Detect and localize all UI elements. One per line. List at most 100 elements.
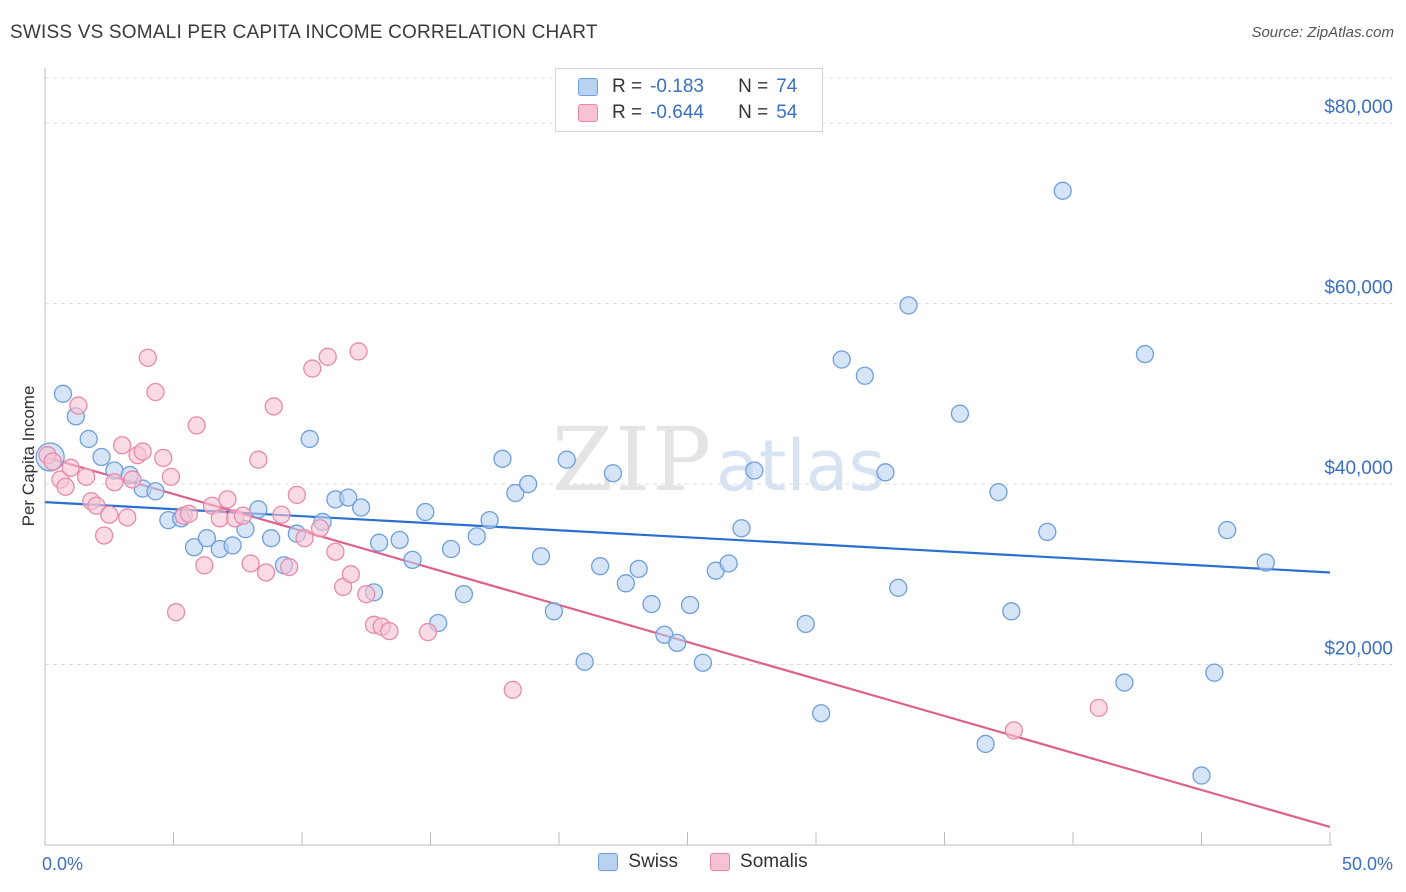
legend-n-label: N = <box>738 76 769 97</box>
swiss-point <box>79 429 98 449</box>
swiss-point <box>719 554 738 573</box>
swiss-point <box>693 653 713 672</box>
watermark-zip: ZIP <box>552 408 713 511</box>
swiss-point <box>351 498 371 517</box>
swiss-point <box>950 404 970 423</box>
correlation-legend: R = -0.183 N = 74 R = -0.644 N = 54 <box>555 68 823 132</box>
legend-swatch-somalis <box>710 853 731 871</box>
somali-point <box>195 556 214 575</box>
somali-point <box>43 452 62 471</box>
swiss-point <box>557 450 576 469</box>
legend-n-value: 74 <box>776 76 798 97</box>
swiss-point <box>1256 553 1275 572</box>
somali-point <box>100 505 119 524</box>
y-tick-label: $80,000 <box>1324 97 1393 118</box>
swiss-point <box>976 734 995 754</box>
swiss-point <box>441 539 461 559</box>
y-axis-label: Per Capita Income <box>19 386 38 527</box>
swiss-point <box>575 652 594 671</box>
somali-point <box>76 467 96 486</box>
somali-point <box>418 622 438 642</box>
swiss-point <box>146 482 165 501</box>
somali-point <box>218 490 237 509</box>
legend-swatch-somalis <box>578 104 598 122</box>
somali-point <box>179 504 199 523</box>
swiss-point <box>1038 522 1057 542</box>
swiss-point <box>531 547 551 566</box>
legend-swatch-swiss <box>578 78 598 96</box>
somali-point <box>279 557 299 577</box>
chart-source: Source: ZipAtlas.com <box>1251 24 1394 41</box>
swiss-point <box>796 614 815 634</box>
swiss-point <box>416 502 435 522</box>
y-tick-labels: $20,000 $40,000 $60,000 $80,000 <box>1324 97 1393 659</box>
somali-point <box>166 603 186 622</box>
legend-r-label: R = <box>612 76 643 97</box>
legend-swatch-swiss <box>598 853 619 871</box>
swiss-point <box>832 350 851 369</box>
swiss-point <box>184 538 204 557</box>
somali-point <box>357 584 376 604</box>
swiss-point <box>467 527 486 546</box>
swiss-point <box>642 594 661 614</box>
somali-point <box>256 563 276 582</box>
somali-point <box>210 509 229 528</box>
swiss-point <box>603 464 623 483</box>
data-points <box>35 181 1275 785</box>
somali-point <box>249 450 268 469</box>
somali-point <box>112 436 132 455</box>
swiss-point <box>732 519 751 538</box>
somali-point <box>69 396 88 415</box>
somali-point <box>123 470 142 489</box>
somali-point <box>310 519 330 538</box>
swiss-point <box>223 536 242 555</box>
swiss-point <box>403 550 422 570</box>
swiss-point <box>680 595 700 615</box>
somali-trend-line <box>44 455 1331 829</box>
somali-point <box>146 382 165 402</box>
somali-point <box>154 448 173 468</box>
swiss-point <box>339 488 358 507</box>
legend-label-swiss: Swiss <box>628 851 679 872</box>
swiss-point <box>519 474 538 494</box>
swiss-point <box>544 602 564 621</box>
somali-point <box>1089 698 1108 717</box>
x-tick-label-min: 0.0% <box>42 854 83 874</box>
swiss-point <box>390 530 409 550</box>
swiss-point <box>480 511 499 530</box>
x-tick-label-max: 50.0% <box>1342 854 1393 874</box>
swiss-point <box>1192 766 1211 785</box>
swiss-point <box>1053 181 1072 200</box>
chart-title: SWISS VS SOMALI PER CAPITA INCOME CORREL… <box>10 22 598 43</box>
swiss-point <box>1002 602 1021 621</box>
somali-point <box>133 442 152 461</box>
somali-point <box>61 458 80 477</box>
somali-point <box>318 347 337 366</box>
legend-n-label: N = <box>738 102 769 123</box>
swiss-point <box>811 704 831 723</box>
legend-row-swiss: R = -0.183 N = 74 <box>578 74 797 100</box>
legend-label-somalis: Somalis <box>740 851 808 872</box>
swiss-point <box>989 483 1008 502</box>
somali-point <box>349 342 368 361</box>
swiss-point <box>92 447 111 467</box>
swiss-point <box>855 366 874 385</box>
swiss-point <box>655 625 674 644</box>
somali-point <box>287 485 307 505</box>
somali-point <box>326 542 345 561</box>
swiss-point <box>616 574 635 593</box>
somali-point <box>87 496 106 515</box>
somali-point <box>233 506 253 525</box>
swiss-point <box>668 633 687 653</box>
swiss-point <box>1135 344 1155 364</box>
swiss-point <box>369 533 389 552</box>
somali-point <box>341 565 360 584</box>
swiss-point <box>454 584 474 604</box>
somali-point <box>1004 721 1024 740</box>
somali-point <box>118 508 137 527</box>
y-tick-label: $20,000 <box>1324 639 1393 660</box>
somali-point <box>295 529 314 548</box>
legend-r-value: -0.183 <box>650 76 704 97</box>
somali-point <box>161 467 181 486</box>
